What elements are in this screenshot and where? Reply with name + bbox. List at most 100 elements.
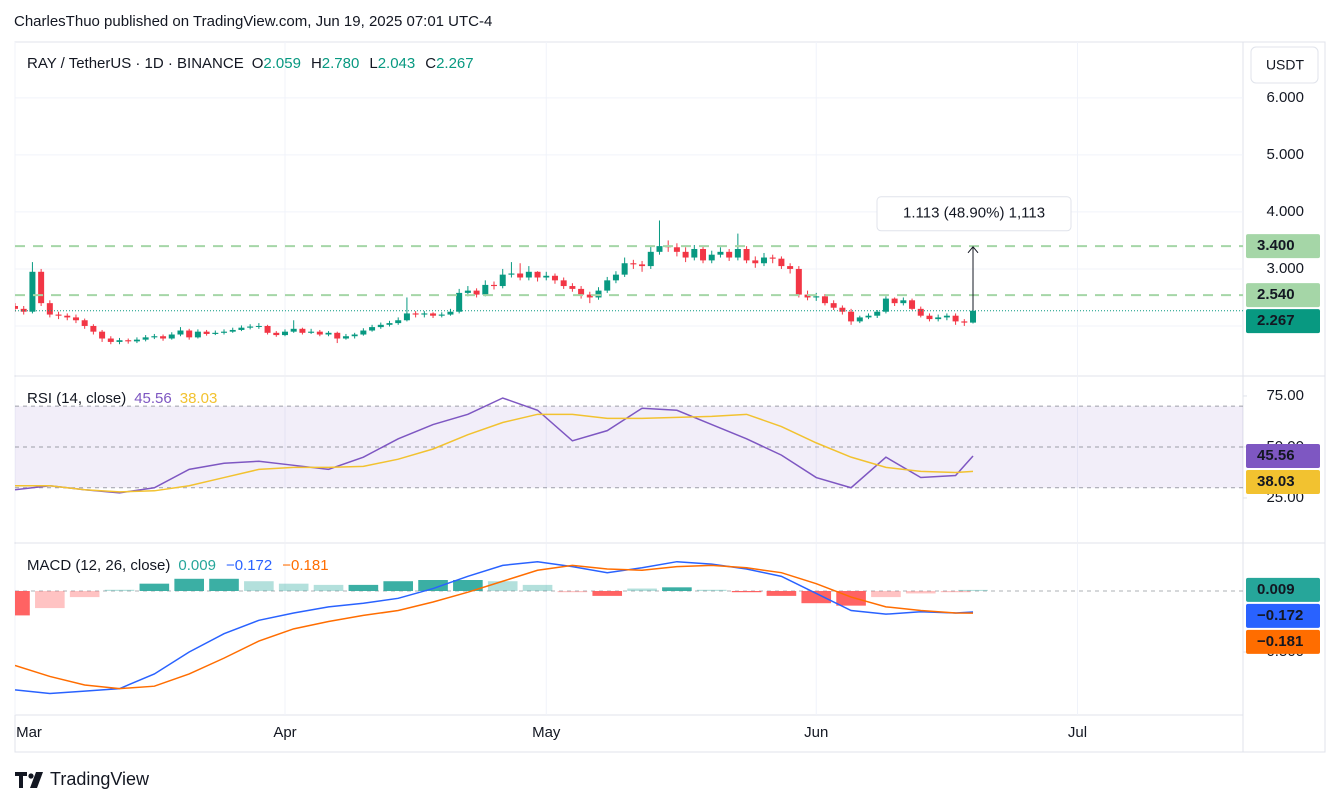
legend-value: 38.03	[180, 390, 218, 407]
candle-body	[682, 251, 689, 258]
candle-body	[116, 340, 123, 342]
brand-name: TradingView	[50, 769, 150, 789]
macd-histogram-bar	[35, 590, 65, 609]
candle-body	[952, 315, 959, 322]
candle-body	[464, 290, 471, 293]
candle-body	[525, 271, 532, 278]
candle-body	[64, 315, 71, 318]
legend-title: RAY / TetherUS · 1D · BINANCE	[27, 55, 244, 72]
candle-body	[813, 296, 820, 298]
candle-body	[586, 294, 593, 298]
pane	[15, 97, 1243, 345]
candle-body	[543, 275, 550, 278]
candle-body	[491, 284, 498, 287]
candle-body	[447, 311, 454, 315]
candle-body	[717, 251, 724, 255]
x-tick-label: Jul	[1068, 724, 1087, 741]
candle-body	[778, 258, 785, 267]
pane-legend: RAY / TetherUS · 1D · BINANCE O2.059 H2.78…	[27, 55, 474, 72]
legend-value: 45.56	[134, 390, 172, 407]
candle-body	[386, 323, 393, 325]
macd-histogram-bar	[662, 587, 692, 591]
candle-body	[734, 248, 741, 258]
candle-body	[99, 331, 106, 339]
candle-body	[891, 298, 898, 304]
x-tick-label: Apr	[273, 724, 296, 741]
candle-body	[551, 275, 558, 281]
candle-body	[430, 313, 437, 316]
ohlc-value: 2.267	[436, 55, 474, 72]
candle-body	[255, 325, 262, 327]
candle-body	[691, 248, 698, 258]
value-tag-label: 0.009	[1257, 581, 1295, 598]
y-tick-label: 6.000	[1266, 89, 1304, 106]
candle-body	[700, 248, 707, 261]
measure-arrowhead	[967, 245, 979, 254]
candle-body	[20, 308, 27, 312]
candle-body	[107, 338, 114, 342]
candle-body	[848, 311, 855, 322]
legend-value: 0.009	[178, 557, 216, 574]
candle-body	[482, 284, 489, 295]
candle-body	[578, 288, 585, 295]
value-tag	[1246, 234, 1320, 259]
candle-body	[72, 317, 79, 321]
macd-histogram-bar	[696, 589, 727, 591]
candle-body	[839, 307, 846, 312]
value-tag	[1246, 309, 1320, 334]
rsi-band	[15, 406, 1243, 488]
value-tag	[1246, 444, 1320, 469]
ohlc-key: C	[425, 55, 436, 72]
rsi-line	[15, 397, 974, 494]
macd-histogram-bar	[731, 590, 762, 593]
candle-body	[395, 320, 402, 324]
candle-body	[935, 317, 942, 320]
x-tick-label: Mar	[16, 724, 42, 741]
candle-body	[421, 313, 428, 315]
candle-body	[595, 290, 602, 298]
candle-body	[29, 271, 36, 312]
candle-body	[743, 248, 750, 261]
x-tick-label: Jun	[804, 724, 828, 741]
pane-legend: RSI (14, close) 45.56 38.03	[27, 390, 217, 407]
legend-title: RSI (14, close)	[27, 390, 126, 407]
candle-body	[334, 332, 341, 339]
candle-body	[247, 326, 254, 328]
candle-body	[133, 339, 140, 342]
macd-histogram-bar	[244, 581, 274, 591]
candle-body	[46, 303, 53, 315]
macd-histogram-bar	[313, 584, 344, 591]
published-note: CharlesThuo published on TradingView.com…	[14, 13, 492, 30]
candle-body	[273, 332, 280, 336]
candle-body	[351, 334, 358, 337]
measure-box	[876, 196, 1072, 232]
candle-body	[760, 257, 767, 264]
candle-body	[142, 337, 149, 340]
macd-histogram-bar	[871, 590, 901, 598]
candle-body	[517, 273, 524, 278]
candle-body	[151, 336, 158, 338]
rsi-line	[15, 413, 974, 493]
candle-body	[229, 329, 236, 332]
value-tag	[1246, 603, 1320, 628]
value-tag-label: 38.03	[1257, 473, 1295, 490]
legend-title: MACD (12, 26, close)	[27, 557, 170, 574]
value-tag-label: 2.267	[1257, 312, 1295, 329]
candle-body	[15, 306, 18, 309]
candle-body	[325, 332, 332, 335]
candle-body	[787, 266, 794, 269]
macd-histogram-bar	[348, 584, 379, 591]
candle-body	[795, 268, 802, 295]
candle-body	[369, 327, 376, 331]
pane	[15, 560, 1243, 695]
candle-body	[194, 331, 201, 338]
candle-body	[534, 271, 541, 278]
unit-box[interactable]	[1250, 46, 1319, 84]
candle-body	[900, 300, 907, 304]
candle-body	[508, 273, 515, 275]
macd-histogram-bar	[15, 590, 30, 616]
candle-body	[238, 327, 245, 330]
y-tick-label: 4.000	[1266, 203, 1304, 220]
